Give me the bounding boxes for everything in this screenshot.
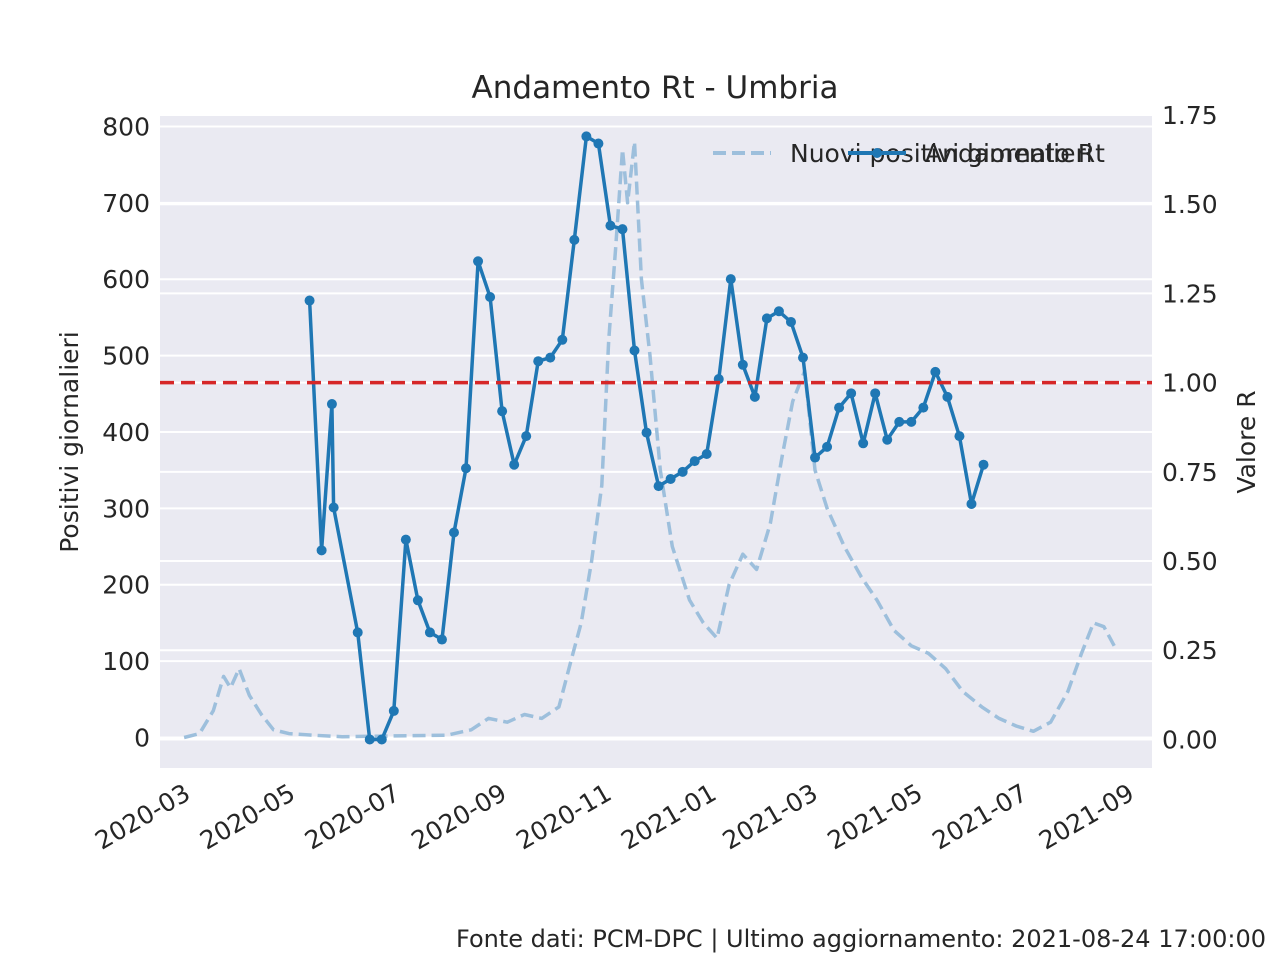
y-right-tick-label: 1.00 (1162, 369, 1218, 398)
y-right-tick-label: 0.50 (1162, 547, 1218, 576)
rt-point-10 (424, 627, 435, 638)
y-left-tick-label: 500 (102, 342, 150, 371)
rt-point-14 (473, 256, 484, 267)
rt-point-36 (737, 359, 748, 370)
y-left-tick-label: 800 (102, 112, 150, 141)
y-left-tick-label: 400 (102, 418, 150, 447)
rt-point-1 (316, 545, 327, 556)
x-tick-label: 2021-05 (822, 778, 927, 855)
rt-point-41 (797, 352, 808, 363)
y-right-tick-label: 1.50 (1162, 190, 1218, 219)
rt-point-8 (400, 534, 411, 545)
x-tick-label: 2020-03 (90, 778, 195, 855)
plot-area (160, 115, 1152, 768)
rt-point-9 (412, 595, 423, 606)
rt-point-4 (352, 627, 363, 638)
rt-point-11 (436, 634, 447, 645)
legend-marker-rt (872, 148, 882, 158)
rt-point-6 (376, 734, 387, 745)
legend: Nuovi positivi giornalieri Andamento Rt (713, 139, 1105, 168)
rt-point-54 (954, 431, 965, 442)
rt-point-53 (942, 391, 953, 402)
x-tick-label: 2020-11 (511, 778, 616, 855)
series-layer (160, 131, 1152, 745)
rt-point-49 (894, 416, 905, 427)
rt-point-56 (978, 459, 989, 470)
y-right-tick-label: 1.25 (1162, 279, 1218, 308)
rt-point-2 (326, 399, 337, 410)
x-tick-label: 2021-01 (616, 778, 721, 855)
rt-point-42 (810, 452, 821, 463)
rt-point-33 (701, 448, 712, 459)
rt-point-27 (629, 345, 640, 356)
y-left-tick-label: 100 (102, 647, 150, 676)
x-tick-label: 2021-09 (1034, 778, 1139, 855)
rt-point-5 (364, 734, 375, 745)
rt-point-21 (557, 334, 568, 345)
rt-point-0 (304, 295, 315, 306)
rt-point-3 (328, 502, 339, 513)
chart-title: Andamento Rt - Umbria (472, 70, 839, 106)
y-left-tick-label: 0 (134, 723, 150, 752)
rt-point-37 (749, 391, 760, 402)
rt-point-40 (785, 316, 796, 327)
rt-point-51 (918, 402, 929, 413)
rt-point-26 (617, 224, 628, 235)
rt-point-32 (689, 456, 700, 467)
rt-point-7 (388, 705, 399, 716)
x-tick-label: 2021-07 (927, 778, 1032, 855)
rt-point-47 (870, 388, 881, 399)
y-right-tick-label: 0.25 (1162, 636, 1218, 665)
series-line-0 (183, 139, 1116, 740)
rt-point-25 (605, 220, 616, 231)
rt-point-50 (906, 416, 917, 427)
rt-point-22 (569, 234, 580, 245)
legend-label-new-positives: Nuovi positivi giornalieri (790, 139, 1093, 168)
rt-point-16 (497, 406, 508, 417)
y-right-tick-label: 1.75 (1162, 101, 1218, 130)
y-left-tick-label: 300 (102, 494, 150, 523)
rt-point-28 (641, 427, 652, 438)
y-axis-left-label: Positivi giornalieri (55, 331, 84, 553)
y-right-tick-label: 0.75 (1162, 458, 1218, 487)
x-tick-label: 2020-05 (195, 778, 300, 855)
rt-point-35 (725, 274, 736, 285)
rt-point-13 (461, 463, 472, 474)
rt-point-46 (858, 438, 869, 449)
rt-point-12 (448, 527, 459, 538)
rt-point-20 (545, 352, 556, 363)
rt-point-17 (509, 459, 520, 470)
rt-point-45 (846, 388, 857, 399)
rt-point-30 (665, 473, 676, 484)
rt-point-39 (773, 306, 784, 317)
footer-source: Fonte dati: PCM-DPC | Ultimo aggiornamen… (456, 925, 1266, 953)
rt-point-24 (593, 138, 604, 149)
rt-point-55 (966, 498, 977, 509)
rt-point-23 (581, 131, 592, 142)
rt-point-19 (533, 356, 544, 367)
rt-point-44 (834, 402, 845, 413)
rt-point-29 (653, 481, 664, 492)
y-axis-right-label: Valore R (1232, 390, 1261, 493)
rt-point-43 (822, 441, 833, 452)
x-tick-label: 2020-07 (300, 778, 405, 855)
x-tick-label: 2021-03 (718, 778, 823, 855)
x-tick-label: 2020-09 (406, 778, 511, 855)
y-right-tick-label: 0.00 (1162, 725, 1218, 754)
y-left-tick-label: 700 (102, 189, 150, 218)
rt-point-31 (677, 466, 688, 477)
rt-point-38 (761, 313, 772, 324)
y-left-tick-label: 200 (102, 571, 150, 600)
legend-label-rt: Andamento Rt (925, 139, 1105, 168)
y-left-tick-label: 600 (102, 265, 150, 294)
rt-point-52 (930, 366, 941, 377)
rt-point-15 (485, 291, 496, 302)
rt-point-48 (882, 434, 893, 445)
rt-point-18 (521, 431, 532, 442)
